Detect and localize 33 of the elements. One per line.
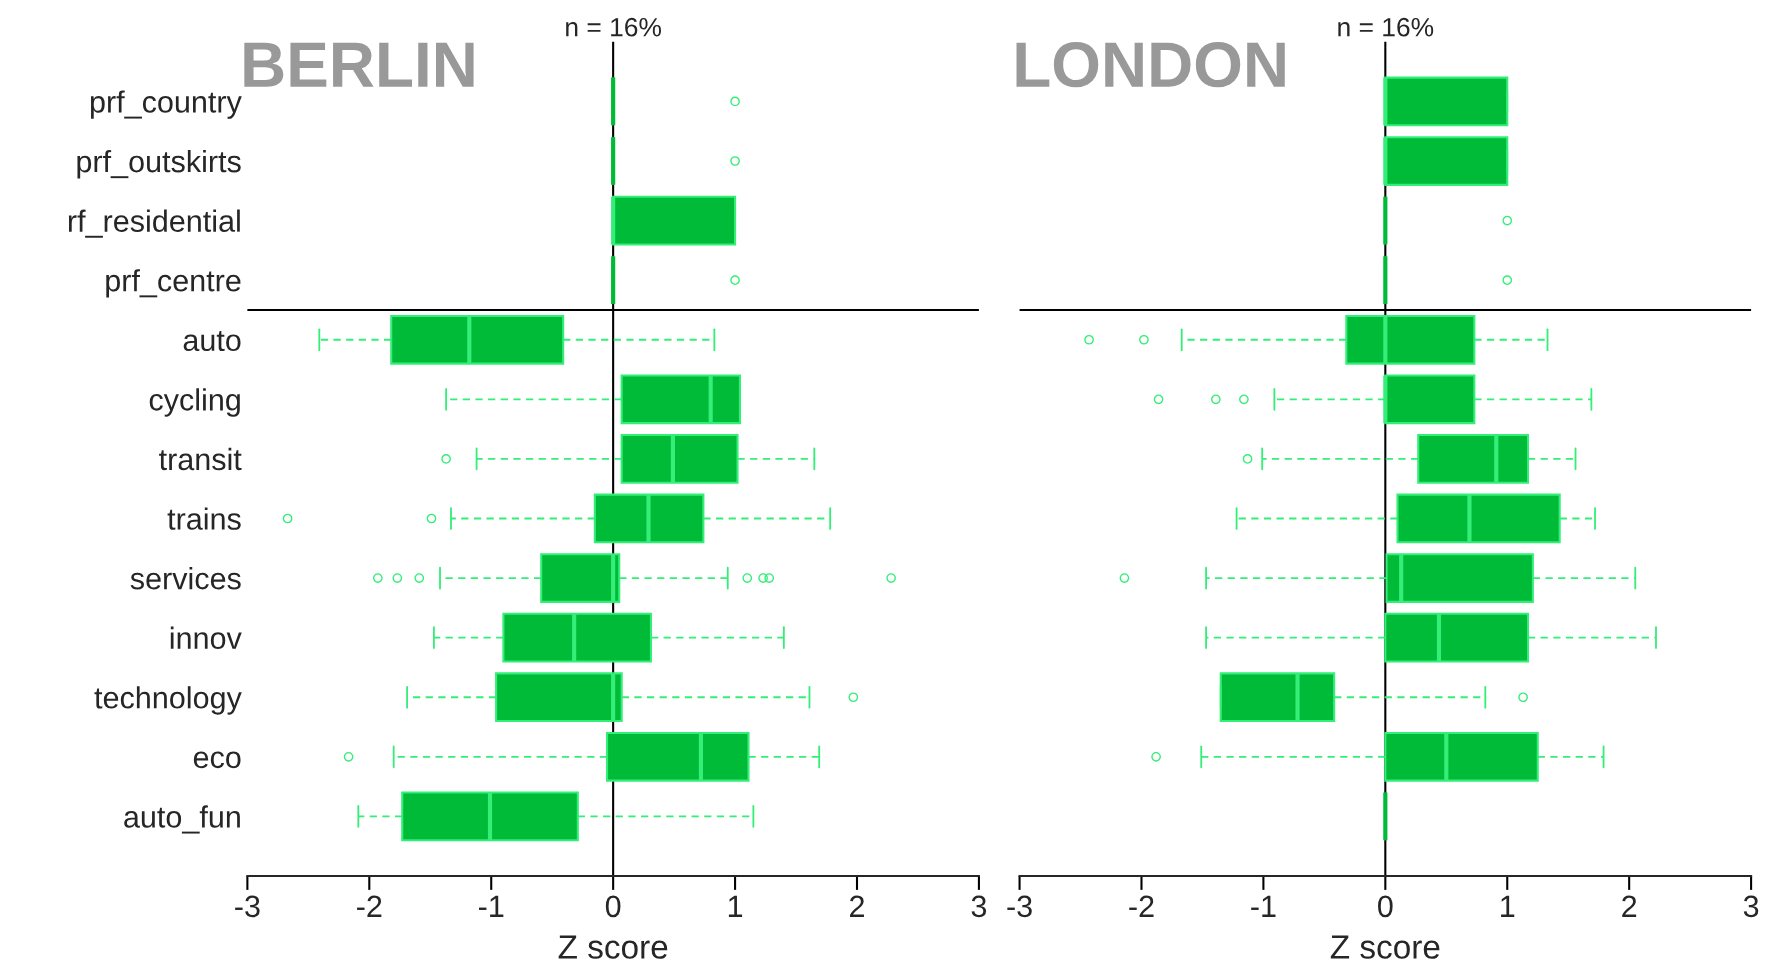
- annotation: BERLIN: [244, 42, 474, 87]
- y-tick-label: innov: [170, 626, 242, 650]
- x-tick-label: -2: [1129, 895, 1154, 917]
- x-tick-label: 2: [1622, 895, 1637, 917]
- x-tick-label: 1: [1501, 895, 1515, 917]
- chart-title: n = 16%: [1338, 17, 1434, 37]
- y-tick-label: eco: [193, 751, 241, 769]
- chart-title: n = 16%: [566, 17, 661, 37]
- x-tick-label: 0: [605, 895, 621, 918]
- x-tick-label: 3: [971, 895, 987, 918]
- x-tick-label: -1: [1251, 895, 1276, 917]
- y-tick-label: technology: [94, 686, 242, 715]
- x-tick-label: 2: [850, 895, 864, 917]
- y-tick-label: rf_residential: [68, 209, 240, 238]
- x-axis-title: Z score: [558, 935, 668, 959]
- x-tick-label: -2: [357, 895, 382, 917]
- x-tick-label: -1: [479, 895, 504, 917]
- y-tick-label: trains: [167, 507, 241, 530]
- annotation: LONDON: [1016, 42, 1285, 88]
- x-tick-label: -3: [1007, 895, 1032, 918]
- x-tick-label: -3: [235, 895, 260, 918]
- x-tick-label: 3: [1743, 895, 1759, 918]
- y-tick-label: auto: [183, 331, 241, 352]
- x-tick-label: 0: [1378, 895, 1393, 918]
- y-tick-label: services: [130, 567, 241, 590]
- y-tick-label: prf_centre: [106, 269, 241, 298]
- x-axis-title: Z score: [1330, 935, 1440, 959]
- y-tick-label: auto_fun: [124, 805, 240, 834]
- y-tick-label: prf_outskirts: [77, 149, 241, 179]
- x-tick-label: 1: [728, 895, 743, 917]
- y-tick-label: transit: [159, 447, 242, 471]
- y-tick-label: prf_country: [90, 90, 242, 119]
- y-tick-label: cycling: [149, 388, 240, 417]
